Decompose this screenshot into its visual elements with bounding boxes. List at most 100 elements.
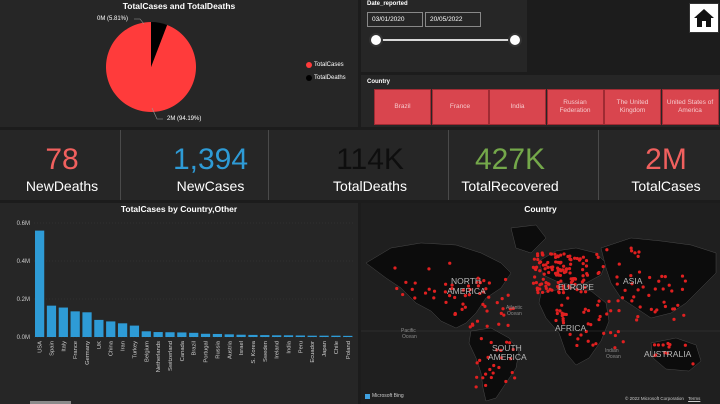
case-marker[interactable]	[511, 347, 515, 352]
case-marker[interactable]	[629, 273, 633, 278]
horizontal-scrollbar[interactable]	[30, 401, 71, 404]
case-marker[interactable]	[553, 271, 558, 275]
case-marker[interactable]	[586, 339, 590, 343]
case-marker[interactable]	[564, 270, 568, 274]
case-marker[interactable]	[504, 379, 508, 384]
bar-ecuador[interactable]	[307, 335, 317, 337]
case-marker[interactable]	[450, 286, 454, 291]
case-marker[interactable]	[591, 343, 595, 347]
case-marker[interactable]	[653, 310, 657, 314]
case-marker[interactable]	[475, 319, 480, 323]
case-marker[interactable]	[487, 281, 491, 285]
bar-israel[interactable]	[236, 334, 246, 337]
case-marker[interactable]	[487, 295, 491, 299]
case-marker[interactable]	[557, 291, 561, 295]
case-marker[interactable]	[479, 337, 483, 341]
case-marker[interactable]	[461, 302, 465, 306]
bar-switzerland[interactable]	[165, 332, 175, 337]
case-marker[interactable]	[549, 252, 554, 256]
case-marker[interactable]	[663, 275, 667, 279]
case-marker[interactable]	[559, 279, 563, 283]
case-marker[interactable]	[511, 306, 515, 311]
case-marker[interactable]	[448, 261, 452, 265]
case-marker[interactable]	[575, 256, 579, 261]
case-marker[interactable]	[564, 267, 569, 271]
case-marker[interactable]	[556, 280, 560, 285]
case-marker[interactable]	[467, 293, 471, 297]
bar-poland[interactable]	[343, 335, 353, 337]
case-marker[interactable]	[680, 287, 685, 291]
case-marker[interactable]	[460, 307, 464, 311]
case-marker[interactable]	[505, 340, 509, 344]
bar-japan[interactable]	[319, 335, 329, 337]
case-marker[interactable]	[508, 341, 512, 345]
case-marker[interactable]	[541, 277, 545, 281]
case-marker[interactable]	[683, 279, 687, 283]
case-marker[interactable]	[410, 287, 414, 291]
case-marker[interactable]	[581, 274, 585, 278]
case-marker[interactable]	[489, 375, 493, 380]
case-marker[interactable]	[649, 307, 653, 311]
case-marker[interactable]	[609, 309, 613, 313]
case-marker[interactable]	[558, 309, 562, 313]
case-marker[interactable]	[635, 318, 639, 322]
case-marker[interactable]	[605, 312, 609, 316]
case-marker[interactable]	[476, 276, 480, 280]
case-marker[interactable]	[667, 283, 671, 287]
case-marker[interactable]	[478, 291, 482, 296]
bar-belgium[interactable]	[141, 331, 151, 337]
case-marker[interactable]	[538, 283, 542, 287]
case-marker[interactable]	[484, 372, 488, 376]
case-marker[interactable]	[538, 287, 542, 291]
case-marker[interactable]	[481, 302, 485, 306]
case-marker[interactable]	[613, 333, 617, 338]
case-marker[interactable]	[535, 286, 539, 290]
case-marker[interactable]	[489, 340, 493, 345]
case-marker[interactable]	[630, 249, 634, 253]
case-marker[interactable]	[461, 288, 465, 292]
case-marker[interactable]	[555, 308, 559, 312]
case-marker[interactable]	[562, 252, 566, 256]
case-marker[interactable]	[501, 307, 505, 311]
case-marker[interactable]	[566, 296, 570, 300]
case-marker[interactable]	[597, 317, 601, 322]
case-marker[interactable]	[636, 288, 640, 292]
case-marker[interactable]	[401, 292, 405, 297]
case-marker[interactable]	[636, 314, 640, 319]
case-marker[interactable]	[468, 287, 472, 292]
case-marker[interactable]	[468, 325, 472, 329]
case-marker[interactable]	[682, 313, 686, 317]
terms-link[interactable]: Terms	[688, 396, 701, 401]
case-marker[interactable]	[538, 269, 542, 273]
case-marker[interactable]	[641, 285, 645, 289]
case-marker[interactable]	[630, 299, 634, 303]
case-marker[interactable]	[691, 362, 695, 366]
case-marker[interactable]	[393, 266, 397, 270]
case-marker[interactable]	[546, 289, 550, 293]
case-marker[interactable]	[581, 268, 585, 272]
case-marker[interactable]	[500, 297, 504, 301]
case-marker[interactable]	[484, 287, 488, 291]
case-marker[interactable]	[683, 343, 687, 347]
case-marker[interactable]	[617, 262, 621, 266]
case-marker[interactable]	[532, 257, 536, 261]
case-marker[interactable]	[573, 256, 577, 260]
date-slider-end-handle[interactable]	[508, 33, 522, 47]
case-marker[interactable]	[544, 280, 548, 285]
case-marker[interactable]	[531, 281, 536, 285]
case-marker[interactable]	[661, 343, 665, 347]
case-marker[interactable]	[657, 279, 661, 283]
world-map[interactable]	[361, 203, 720, 404]
case-marker[interactable]	[637, 250, 641, 254]
case-marker[interactable]	[586, 308, 591, 313]
case-marker[interactable]	[556, 286, 561, 290]
case-marker[interactable]	[413, 281, 417, 285]
case-marker[interactable]	[676, 303, 680, 307]
case-marker[interactable]	[648, 275, 652, 280]
bar-india[interactable]	[283, 335, 294, 337]
case-marker[interactable]	[548, 287, 552, 291]
case-marker[interactable]	[546, 265, 550, 269]
case-marker[interactable]	[475, 375, 479, 379]
case-marker[interactable]	[667, 345, 671, 349]
case-marker[interactable]	[579, 290, 583, 294]
